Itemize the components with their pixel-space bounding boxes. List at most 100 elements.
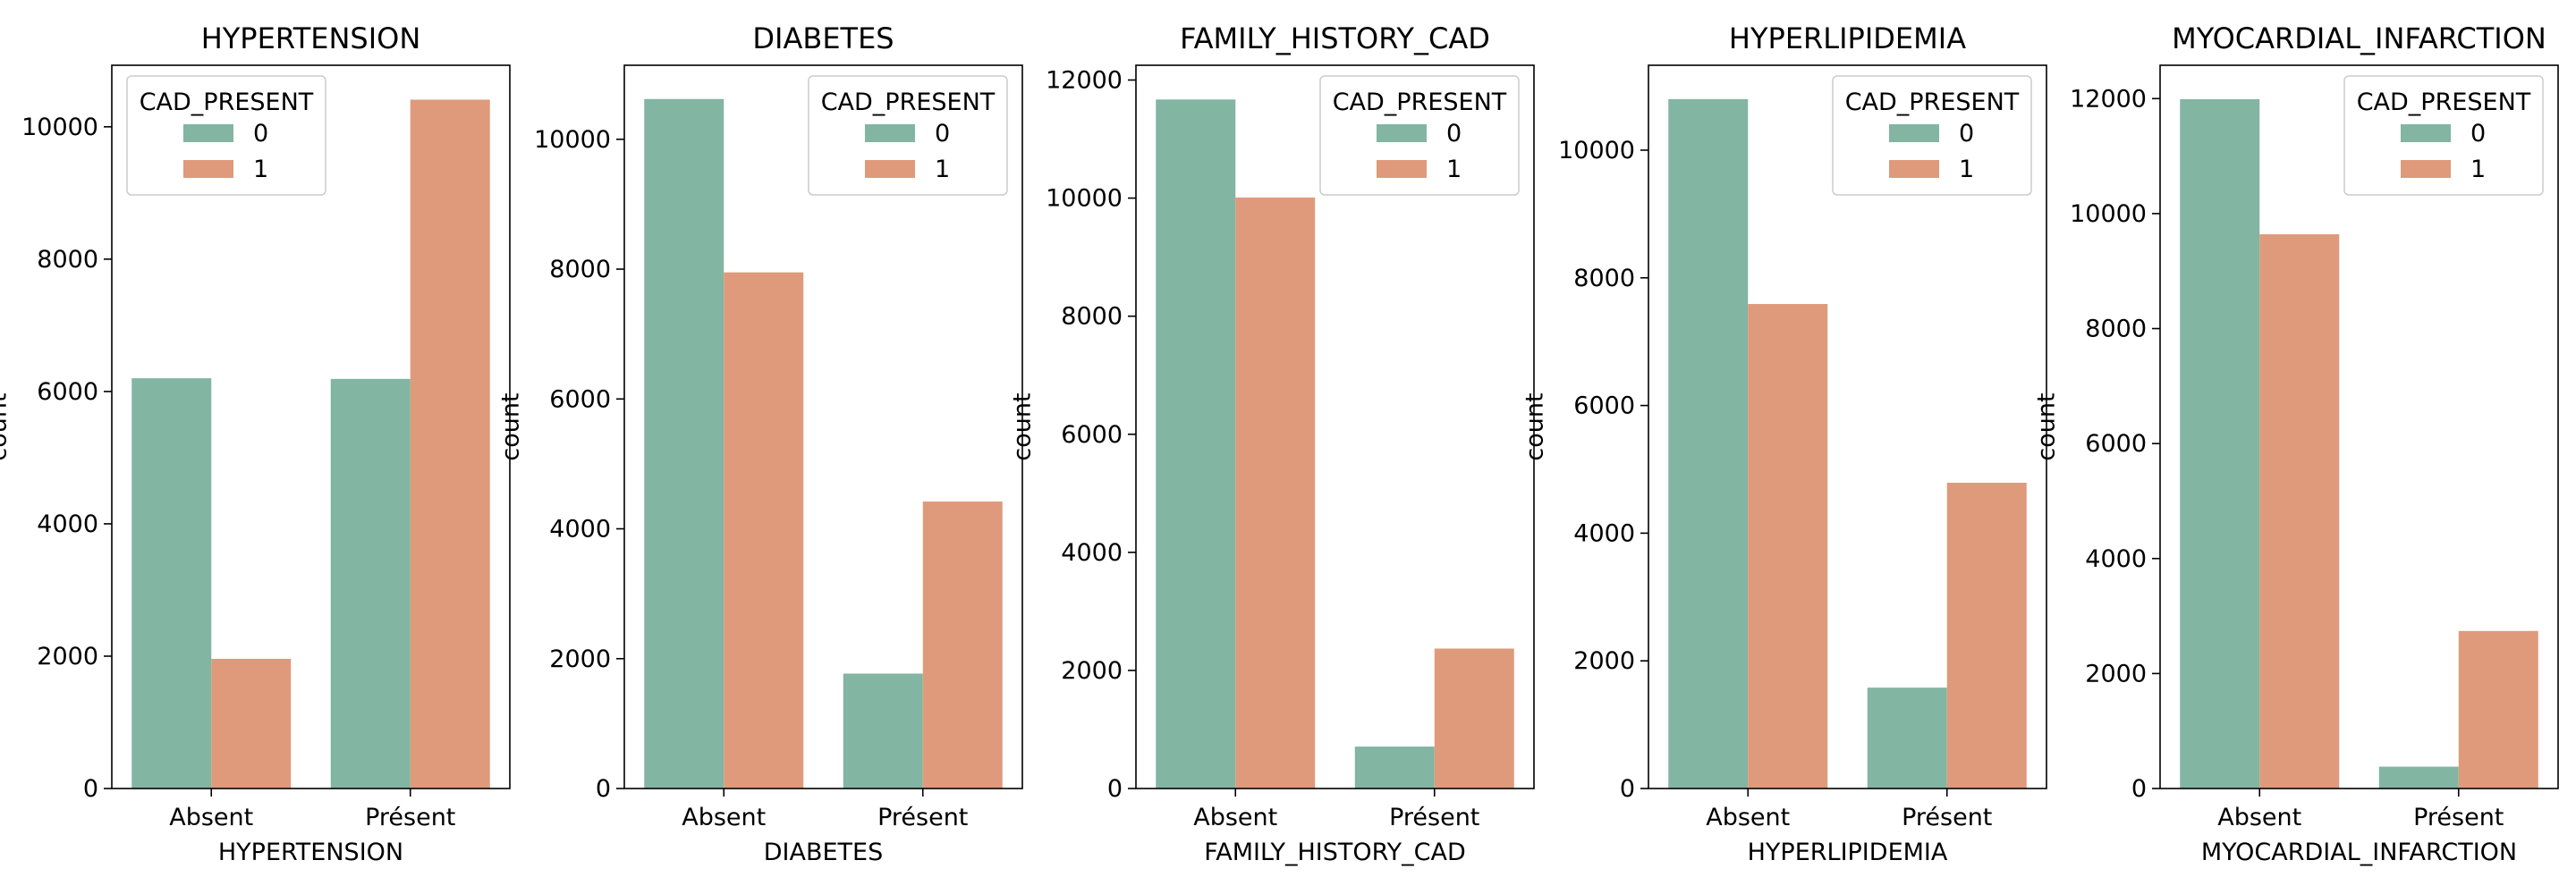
y-tick-label: 10000 (534, 126, 611, 154)
bar-absent-series-0 (1156, 99, 1236, 789)
y-axis-label: count (2033, 392, 2061, 460)
x-tick-label: Absent (682, 804, 766, 831)
chart-title: HYPERLIPIDEMIA (1729, 21, 1966, 55)
chart-panel-2: 0 2000 4000 6000 8000 10000 Absent Présent DIABE… (497, 21, 1023, 866)
y-tick-label: 10000 (2070, 200, 2147, 228)
y-tick-label: 0 (83, 775, 98, 803)
legend-title: CAD_PRESENT (1845, 89, 2020, 116)
y-tick-label: 12000 (2070, 85, 2147, 113)
y-tick-label: 4000 (2085, 545, 2147, 573)
y-tick-label: 10000 (1558, 137, 1635, 164)
legend-swatch-0 (1889, 124, 1939, 142)
x-tick-label: Présent (365, 804, 455, 831)
x-tick-label: Absent (169, 804, 253, 831)
x-tick-label: Présent (1902, 804, 1992, 831)
legend-title: CAD_PRESENT (1333, 89, 1507, 116)
legend-swatch-0 (865, 124, 915, 142)
y-tick-label: 6000 (1061, 421, 1123, 449)
y-tick-label: 4000 (549, 516, 611, 544)
legend-title: CAD_PRESENT (2357, 89, 2531, 116)
legend-label-0: 0 (1446, 120, 1462, 148)
y-tick-label: 2000 (2085, 660, 2147, 687)
y-axis-label: count (0, 392, 13, 460)
x-tick-label: Présent (2413, 804, 2504, 831)
bar-présent-series-0 (843, 673, 923, 789)
legend-title: CAD_PRESENT (140, 89, 314, 116)
bar-absent-series-0 (131, 378, 212, 789)
y-tick-label: 2000 (549, 645, 611, 673)
y-tick-label: 10000 (1046, 185, 1123, 213)
chart-title: HYPERTENSION (201, 21, 421, 55)
chart-title: DIABETES (752, 21, 894, 55)
chart-title: MYOCARDIAL_INFARCTION (2172, 21, 2546, 55)
y-tick-label: 4000 (1573, 519, 1635, 547)
y-axis-label: count (1009, 392, 1037, 460)
legend-swatch-1 (2401, 160, 2451, 178)
axes-frame (111, 64, 511, 789)
x-tick-label: Présent (1389, 804, 1479, 831)
legend-label-1: 1 (2470, 156, 2486, 183)
bar-présent-series-0 (1354, 746, 1435, 789)
y-axis-label: count (1521, 392, 1549, 460)
y-axis-label: count (497, 392, 525, 460)
legend-swatch-1 (183, 160, 233, 178)
bar-présent-series-0 (330, 378, 411, 789)
x-axis-label: HYPERTENSION (218, 839, 403, 866)
y-tick-label: 2000 (1573, 647, 1635, 675)
axes-frame (2159, 64, 2559, 789)
bar-présent-series-1 (1946, 482, 2027, 789)
y-tick-label: 12000 (1046, 67, 1123, 95)
y-tick-label: 6000 (37, 378, 98, 406)
bar-absent-series-1 (2259, 234, 2340, 789)
legend-label-1: 1 (1446, 156, 1462, 183)
bar-absent-series-0 (644, 98, 724, 789)
legend-label-1: 1 (935, 156, 950, 183)
x-axis-label: HYPERLIPIDEMIA (1748, 839, 1948, 866)
x-tick-label: Présent (877, 804, 968, 831)
legend: CAD_PRESENT 0 1 (1832, 75, 2032, 196)
y-tick-label: 10000 (21, 114, 98, 141)
y-tick-label: 6000 (1573, 392, 1635, 420)
chart-panel-3: 0 2000 4000 6000 8000 10000 12000 Absent Présent… (1009, 21, 1535, 866)
y-tick-label: 8000 (549, 256, 611, 283)
legend-swatch-1 (865, 160, 915, 178)
legend-swatch-1 (1889, 160, 1939, 178)
y-tick-label: 0 (1620, 775, 1635, 803)
legend-swatch-0 (2401, 124, 2451, 142)
legend: CAD_PRESENT 0 1 (2343, 75, 2544, 196)
legend: CAD_PRESENT 0 1 (126, 75, 326, 196)
y-tick-label: 4000 (1061, 539, 1123, 567)
chart-panel-1: 0 2000 4000 6000 8000 10000 Absent Présent HYPER… (0, 21, 511, 866)
legend-title: CAD_PRESENT (821, 89, 996, 116)
y-tick-label: 8000 (37, 246, 98, 274)
x-axis-label: FAMILY_HISTORY_CAD (1204, 839, 1466, 866)
y-tick-label: 8000 (1573, 265, 1635, 292)
y-tick-label: 0 (596, 775, 611, 803)
legend: CAD_PRESENT 0 1 (808, 75, 1008, 196)
x-axis-label: MYOCARDIAL_INFARCTION (2201, 839, 2517, 866)
chart-title: FAMILY_HISTORY_CAD (1180, 21, 1490, 55)
legend-label-1: 1 (253, 156, 268, 183)
x-tick-label: Absent (1193, 804, 1277, 831)
x-axis-label: DIABETES (764, 839, 884, 866)
bar-absent-series-0 (1668, 98, 1749, 789)
bar-absent-series-1 (724, 272, 804, 789)
x-tick-label: Absent (1706, 804, 1790, 831)
bar-présent-series-1 (1434, 648, 1514, 789)
legend-label-0: 0 (935, 120, 950, 148)
chart-panel-4: 0 2000 4000 6000 8000 10000 Absent Présent HYPER… (1521, 21, 2047, 866)
y-tick-label: 8000 (1061, 303, 1123, 331)
bar-absent-series-0 (2180, 98, 2260, 789)
bar-absent-series-1 (1235, 197, 1316, 789)
legend: CAD_PRESENT 0 1 (1319, 75, 1520, 196)
x-tick-label: Absent (2217, 804, 2301, 831)
legend-label-1: 1 (1959, 156, 1974, 183)
y-tick-label: 0 (1107, 775, 1123, 803)
bar-absent-series-1 (211, 658, 292, 789)
bar-présent-series-1 (410, 99, 490, 789)
bar-absent-series-1 (1748, 304, 1828, 789)
y-tick-label: 0 (2131, 775, 2147, 803)
axes-frame (623, 64, 1023, 789)
y-tick-label: 2000 (37, 643, 98, 670)
